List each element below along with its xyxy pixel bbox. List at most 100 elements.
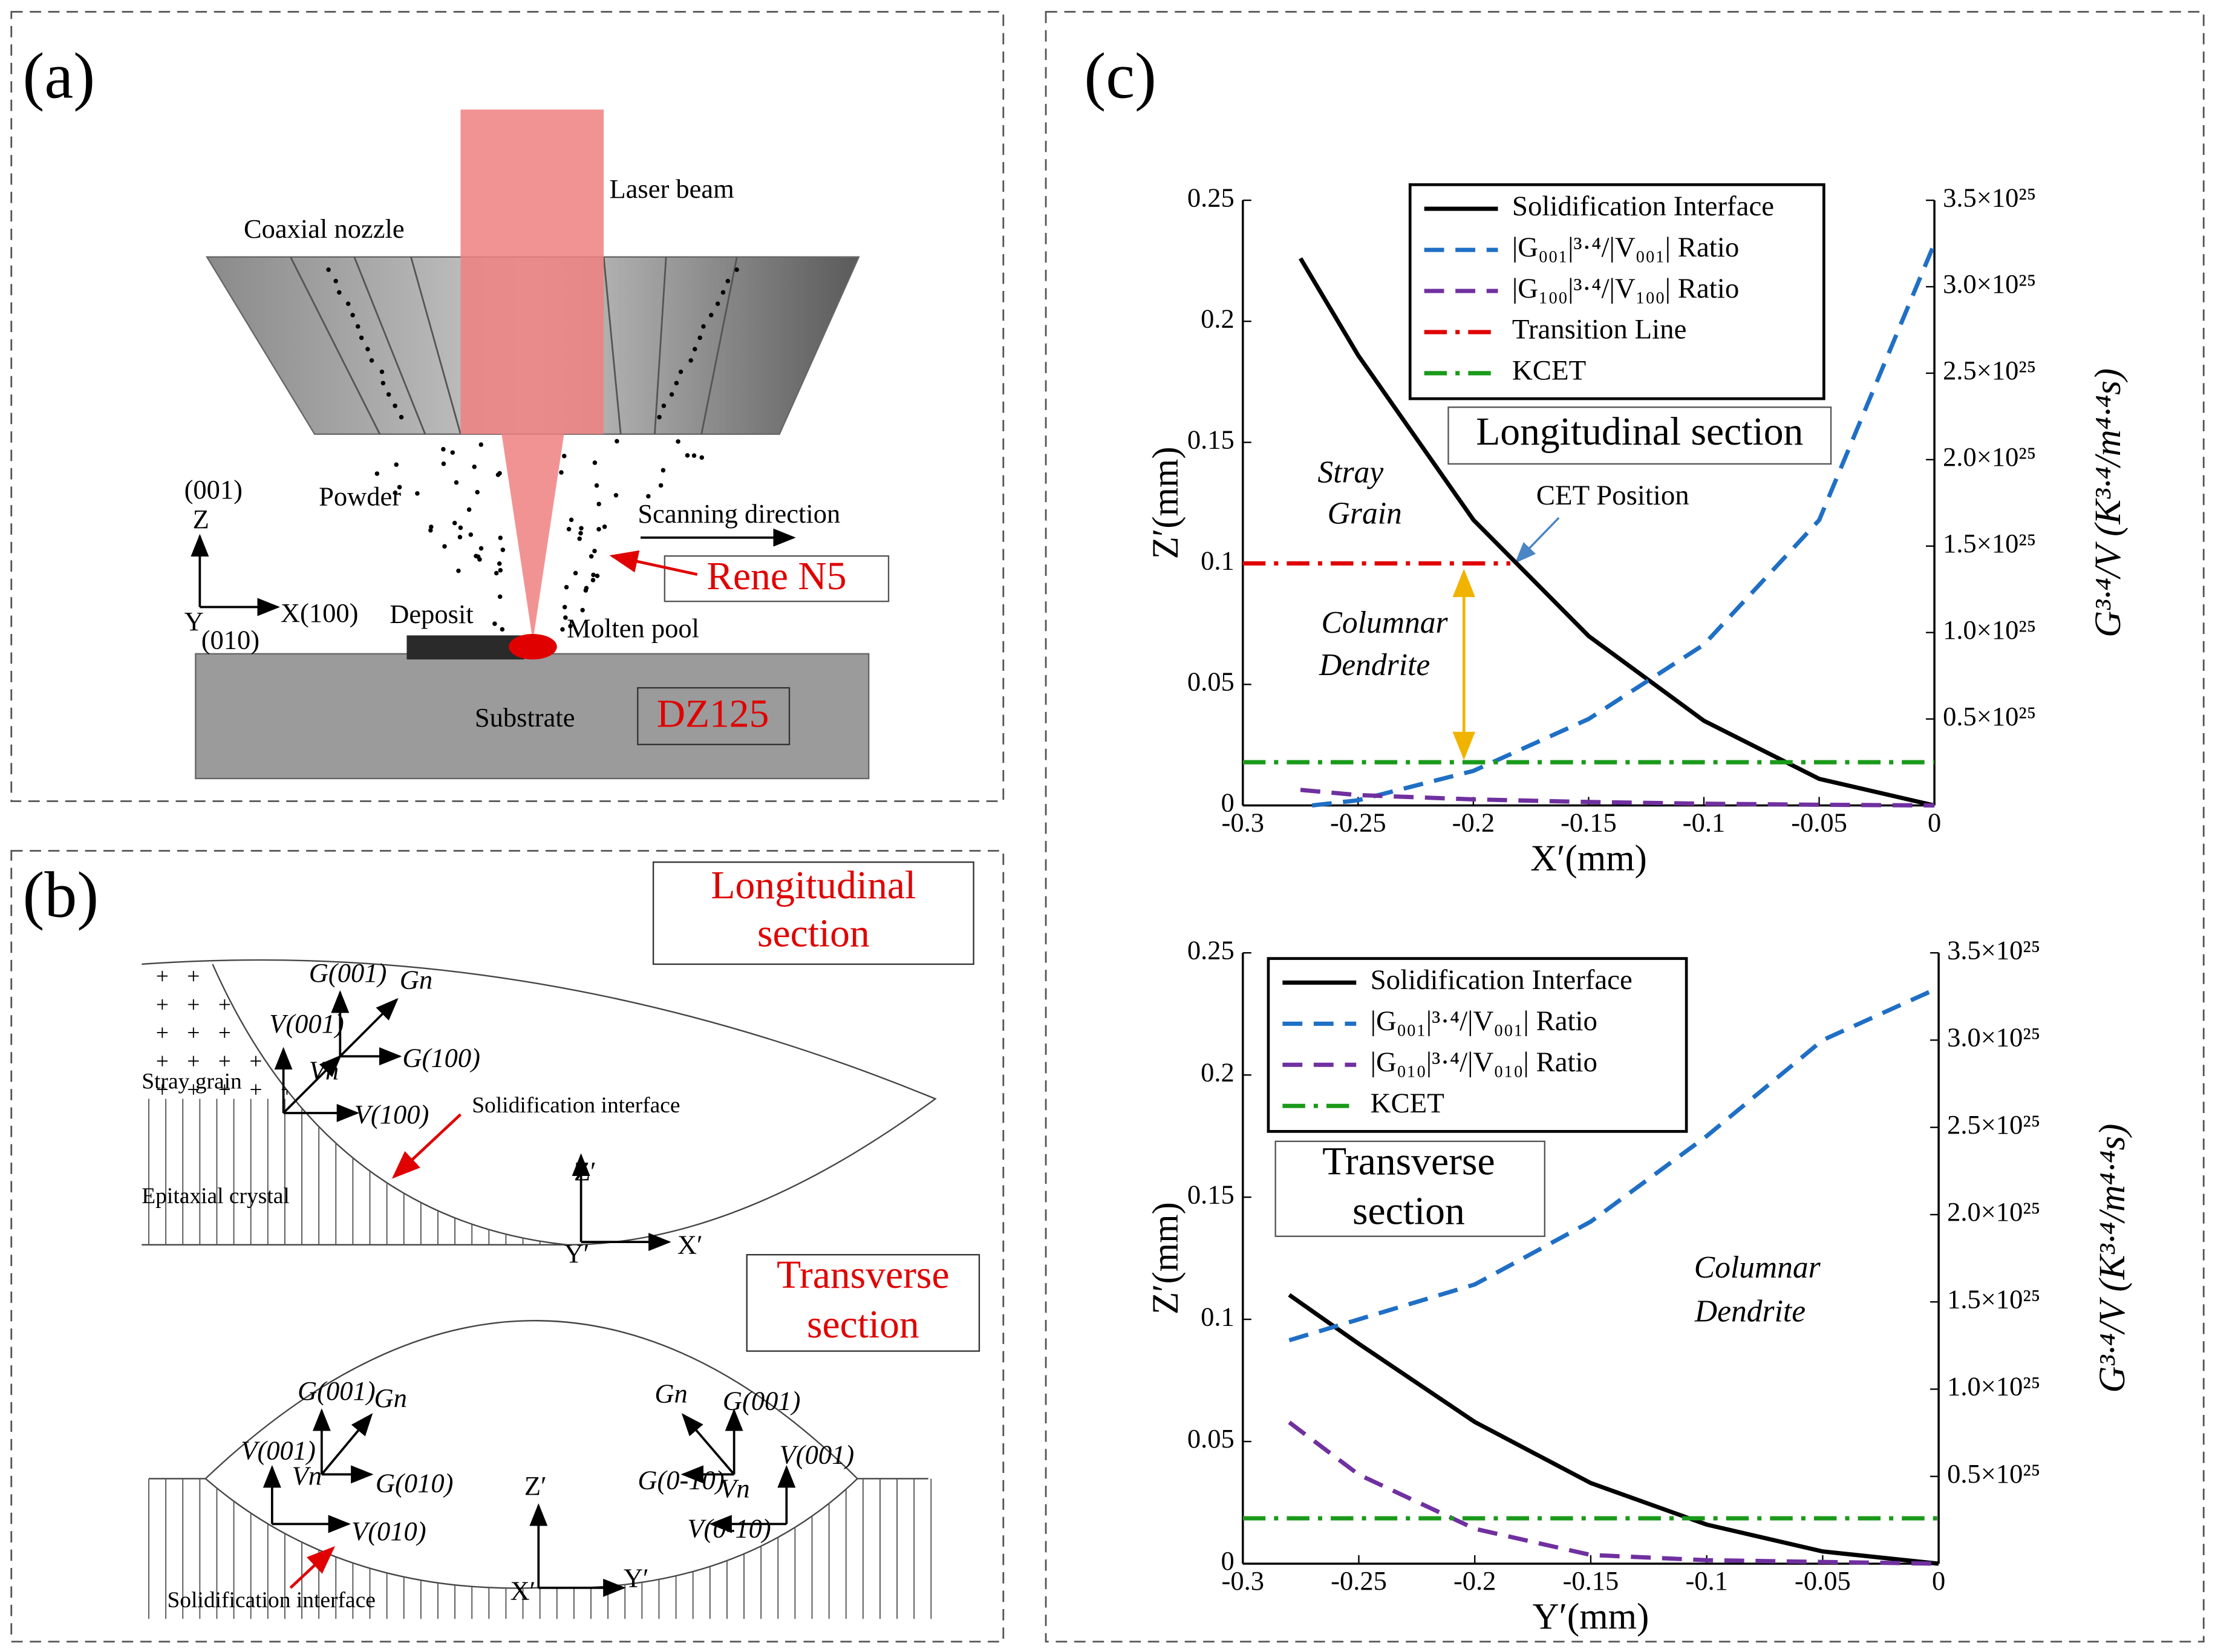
legend-label: |G₀₀₁|³·⁴/|V₀₀₁| Ratio bbox=[1512, 232, 1739, 263]
label-box bbox=[664, 555, 890, 602]
series-line bbox=[1288, 1293, 1939, 1566]
grain-mark: + bbox=[249, 1050, 262, 1074]
label: section bbox=[807, 1303, 919, 1347]
powder-dot bbox=[475, 489, 480, 495]
laser-beam bbox=[460, 109, 604, 641]
y2-tick-label: 3.0×10²⁵ bbox=[1947, 1022, 2040, 1053]
label: Y bbox=[184, 606, 204, 636]
powder-dot bbox=[333, 278, 338, 284]
powder-dot bbox=[500, 547, 506, 552]
y-tick-label: 0.15 bbox=[1187, 424, 1235, 454]
powder-dot bbox=[562, 454, 567, 459]
label: Y′ bbox=[624, 1562, 649, 1593]
powder-dot bbox=[592, 549, 597, 553]
annotation: section bbox=[1352, 1190, 1465, 1233]
legend-label: |G₀₁₀|³·⁴/|V₀₁₀| Ratio bbox=[1371, 1046, 1597, 1078]
label: Powder bbox=[319, 482, 401, 512]
grain-mark: + bbox=[249, 1077, 262, 1102]
label-box bbox=[652, 861, 974, 965]
pool-outline bbox=[204, 1320, 858, 1480]
legend-label: Transition Line bbox=[1512, 314, 1686, 345]
powder-dot bbox=[592, 460, 598, 465]
label: Deposit bbox=[390, 599, 474, 629]
label: Coaxial nozzle bbox=[244, 214, 405, 244]
series-line bbox=[1299, 257, 1935, 808]
grain-mark: + bbox=[249, 964, 262, 989]
panel-b: (b) Longitudinal section + + + + + + + + + + + + + + +… bbox=[22, 860, 980, 1619]
x-tick-label: -0.15 bbox=[1563, 1565, 1619, 1596]
powder-dot bbox=[497, 471, 502, 476]
grain-mark: + bbox=[187, 1077, 200, 1102]
label: V(001) bbox=[269, 1008, 344, 1039]
powder-dot bbox=[591, 572, 596, 578]
vector bbox=[339, 997, 399, 1057]
grain-mark: + bbox=[156, 1021, 169, 1046]
powder-dot bbox=[589, 554, 594, 559]
x-tick-label: -0.2 bbox=[1453, 1565, 1496, 1596]
label-box bbox=[637, 687, 791, 745]
annotation: Stray bbox=[1317, 455, 1383, 489]
powder-dot bbox=[478, 546, 484, 551]
grain-mark: + bbox=[218, 1021, 231, 1046]
powder-dot bbox=[478, 442, 483, 447]
powder-dot bbox=[595, 573, 600, 578]
powder-dot bbox=[701, 324, 706, 329]
panel-label: (c) bbox=[1084, 40, 1156, 112]
nozzle-channel bbox=[290, 256, 738, 435]
label: Z′ bbox=[574, 1156, 596, 1186]
powder-dot bbox=[657, 414, 662, 420]
series-line bbox=[1288, 985, 1940, 1343]
powder-dot bbox=[709, 313, 714, 318]
powder-dot bbox=[454, 480, 459, 485]
y2-tick-label: 2.0×10²⁵ bbox=[1947, 1197, 2040, 1227]
y-tick-label: 0.1 bbox=[1201, 1301, 1235, 1331]
y2-tick-label: 3.0×10²⁵ bbox=[1943, 269, 2036, 299]
legend-label: |G₁₀₀|³·⁴/|V₁₀₀| Ratio bbox=[1512, 273, 1739, 304]
y-tick-label: 0.05 bbox=[1187, 1423, 1235, 1454]
legend-label: KCET bbox=[1512, 355, 1586, 387]
powder-dot bbox=[590, 578, 596, 583]
panel-label: (b) bbox=[22, 860, 99, 932]
pointer bbox=[609, 550, 698, 576]
powder-dot bbox=[562, 604, 567, 610]
y2-tick-label: 3.5×10²⁵ bbox=[1947, 935, 2040, 965]
powder-dot bbox=[661, 468, 666, 473]
label: G(100) bbox=[402, 1042, 480, 1072]
powder-dot bbox=[688, 358, 693, 363]
powder-dot bbox=[596, 527, 601, 532]
powder-dot bbox=[345, 301, 351, 306]
label-box bbox=[1274, 1140, 1545, 1237]
powder-dot bbox=[596, 501, 601, 506]
powder-dot bbox=[693, 347, 697, 351]
label: Solidification interface bbox=[167, 1588, 375, 1613]
y-tick-label: 0.1 bbox=[1201, 546, 1235, 576]
y-tick-label: 0.25 bbox=[1187, 935, 1235, 965]
powder-dot bbox=[564, 585, 569, 590]
grain-mark: + bbox=[156, 1050, 169, 1074]
powder-dot bbox=[450, 450, 455, 455]
label: Vn bbox=[292, 1461, 322, 1491]
label: Z′ bbox=[524, 1471, 547, 1501]
y2-tick-label: 1.0×10²⁵ bbox=[1943, 615, 2036, 645]
vector bbox=[321, 1413, 373, 1475]
powder-dot bbox=[397, 485, 402, 490]
label: X′ bbox=[510, 1575, 535, 1605]
label: section bbox=[757, 912, 870, 955]
label: DZ125 bbox=[657, 692, 769, 736]
powder-dot bbox=[691, 453, 697, 458]
y2-tick-label: 2.0×10²⁵ bbox=[1943, 442, 2036, 472]
y-tick-label: 0 bbox=[1221, 1546, 1234, 1576]
powder-dot bbox=[472, 464, 477, 469]
series-line bbox=[1300, 788, 1935, 808]
powder-dot bbox=[720, 290, 726, 295]
label: V(001) bbox=[241, 1435, 316, 1465]
label-box bbox=[746, 1254, 980, 1352]
annotation: Columnar bbox=[1322, 606, 1449, 640]
label: G(001) bbox=[309, 958, 387, 988]
label: Substrate bbox=[475, 702, 575, 733]
powder-dot bbox=[428, 527, 433, 533]
y-tick-label: 0 bbox=[1221, 788, 1234, 818]
y2-tick-label: 2.5×10²⁵ bbox=[1947, 1109, 2040, 1140]
annotation: Longitudinal section bbox=[1476, 410, 1803, 454]
